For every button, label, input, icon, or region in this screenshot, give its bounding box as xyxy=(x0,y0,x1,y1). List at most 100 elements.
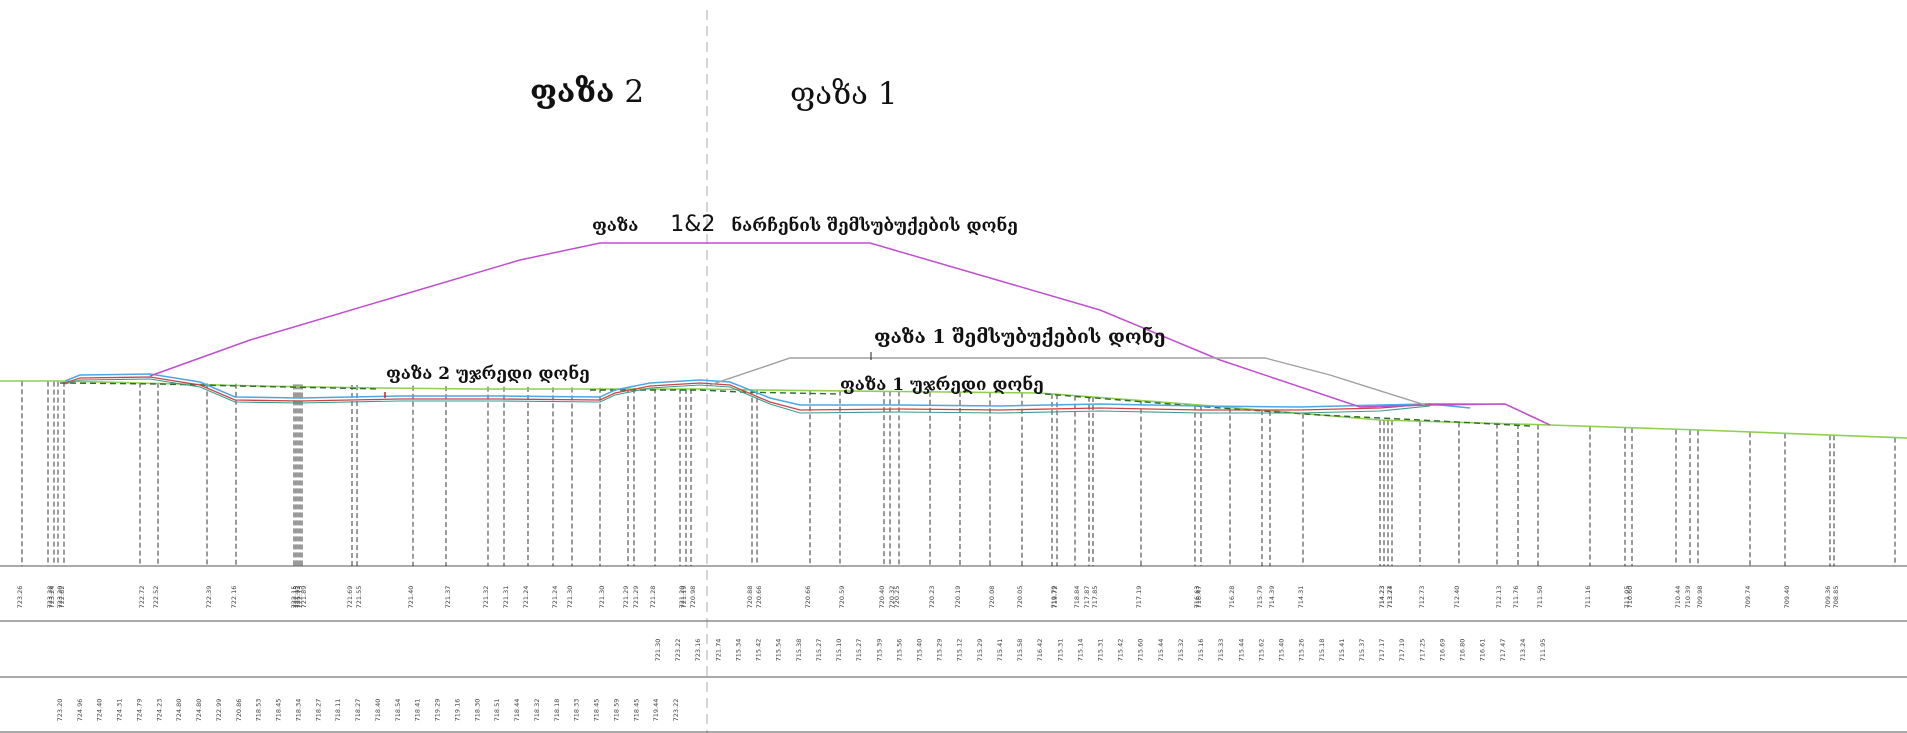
elevation-label: 718.33 xyxy=(573,699,581,722)
elevation-label: 720.66 xyxy=(755,586,763,609)
elevation-label: 716.28 xyxy=(1228,586,1236,609)
elevation-label: 718.53 xyxy=(255,699,263,722)
elevation-label: 709.40 xyxy=(1783,586,1791,609)
red-liner-line xyxy=(64,376,1551,426)
elevation-label: 718.27 xyxy=(314,699,322,722)
elevation-label: 709.74 xyxy=(1744,586,1752,609)
elevation-label: 722.72 xyxy=(138,586,146,609)
elevation-label: 721.24 xyxy=(551,586,559,609)
elevation-label: 715.42 xyxy=(755,639,763,662)
elevation-label: 718.32 xyxy=(533,699,541,722)
elevation-label: 710.60 xyxy=(1626,586,1634,609)
elevation-label: 718.84 xyxy=(1073,586,1081,609)
elevation-label: 721.30 xyxy=(566,586,574,609)
elevation-label: 714.31 xyxy=(1297,586,1305,609)
phase2-title: ფაზა 2 xyxy=(530,74,644,110)
elevation-label: 721.69 xyxy=(346,586,354,609)
elevation-label: 710.44 xyxy=(1674,586,1682,609)
elevation-label: 717.19 xyxy=(1135,586,1143,609)
elevation-label: 709.98 xyxy=(1696,586,1704,609)
elevation-label: 721.32 xyxy=(482,586,490,609)
elevation-label: 721.31 xyxy=(502,586,510,609)
elevation-label: 715.42 xyxy=(1117,639,1125,662)
elevation-label: 723.24 xyxy=(48,586,56,609)
elevation-label: 717.85 xyxy=(1091,586,1099,609)
elevation-label: 724.80 xyxy=(195,699,203,722)
elevation-label: 724.96 xyxy=(76,699,84,722)
elevation-label: 722.16 xyxy=(230,586,238,609)
existing-ground-dashed-3 xyxy=(1044,393,1531,427)
elevation-label: 719.29 xyxy=(434,699,442,722)
elevation-label: 715.38 xyxy=(795,639,803,662)
existing-ground-dashed xyxy=(59,382,381,390)
elevation-label: 715.16 xyxy=(1197,639,1205,662)
elevation-label: 722.39 xyxy=(205,586,213,609)
elevation-label: 718.34 xyxy=(294,699,302,722)
elevation-label: 715.29 xyxy=(936,639,944,662)
elevation-label: 718.18 xyxy=(553,699,561,722)
elevation-label: 721.19 xyxy=(680,586,688,609)
elevation-label: 715.14 xyxy=(1076,639,1084,662)
elevation-label: 719.44 xyxy=(652,699,660,722)
elevation-label: 721.74 xyxy=(714,639,722,662)
elevation-label: 720.66 xyxy=(804,586,812,609)
elevation-label: 718.41 xyxy=(414,699,422,722)
existing-ground-dashed-2 xyxy=(590,389,841,395)
elevation-label: 721.28 xyxy=(649,586,657,609)
elevation-label: 721.30 xyxy=(598,586,606,609)
elevation-label: 716.80 xyxy=(1459,639,1467,662)
elevation-label: 715.26 xyxy=(1298,639,1306,662)
elevation-label: 718.59 xyxy=(612,699,620,722)
elevation-label: 719.72 xyxy=(1051,586,1059,609)
elevation-label: 721.20 xyxy=(678,586,686,609)
elevation-label: 715.44 xyxy=(1237,639,1245,662)
elevation-label: 711.16 xyxy=(1584,586,1592,609)
elevation-label: 713.24 xyxy=(1386,586,1394,609)
elevation-label: 723.20 xyxy=(56,586,64,609)
elevation-label: 720.25 xyxy=(893,586,901,609)
elevation-label: 715.56 xyxy=(895,639,903,662)
phase1-fill-line xyxy=(709,357,1426,406)
elevation-label: 715.41 xyxy=(1338,639,1346,662)
phase2-ground-label: ფაზა 2 უჯრედი დონე xyxy=(386,364,590,384)
elevation-label: 717.17 xyxy=(1378,639,1386,662)
elevation-label: 715.60 xyxy=(1137,639,1145,662)
elevation-label: 723.20 xyxy=(56,699,64,722)
elevation-label: 721.29 xyxy=(632,586,640,609)
phase1-title: ფაზა 1 xyxy=(790,76,898,112)
elevation-label: 715.62 xyxy=(1257,639,1265,662)
elevation-label: 715.40 xyxy=(915,639,923,662)
elevation-label: 722.52 xyxy=(152,586,160,609)
elevation-label: 715.44 xyxy=(1157,639,1165,662)
elevation-label: 716.61 xyxy=(1479,639,1487,662)
elevation-label: 718.45 xyxy=(632,699,640,722)
blue-liner-line xyxy=(64,373,1471,409)
elevation-label: 721.89 xyxy=(300,586,308,609)
phase1-fill-label: ფაზა 1 შემსუბუქების დონე xyxy=(874,326,1166,348)
elevation-label: 722.99 xyxy=(215,699,223,722)
elevation-label: 721.40 xyxy=(407,586,415,609)
elevation-label: 717.87 xyxy=(1083,586,1091,609)
phase12-fill-line xyxy=(149,242,1551,426)
elevation-label: 722.82 xyxy=(58,586,66,609)
elevation-label: 721.92 xyxy=(294,586,302,609)
elevation-label: 719.79 xyxy=(1050,586,1058,609)
elevation-label: 716.42 xyxy=(1036,639,1044,662)
elevation-label: 714.23 xyxy=(1378,586,1386,609)
elevation-label: 724.79 xyxy=(135,699,143,722)
elevation-label: 717.47 xyxy=(1499,639,1507,662)
phase12-num: 1&2 xyxy=(670,212,716,237)
elevation-label: 722.13 xyxy=(296,586,304,609)
elevation-label: 723.28 xyxy=(46,586,54,609)
elevation-label: 716.69 xyxy=(1438,639,1446,662)
elevation-label: 720.88 xyxy=(746,586,754,609)
elevation-label: 721.55 xyxy=(355,586,363,609)
elevation-label: 720.05 xyxy=(1016,586,1024,609)
elevation-label: 717.25 xyxy=(1418,639,1426,662)
phase12-rest: ნარჩენის შემსუბუქების დონე xyxy=(731,216,1018,236)
elevation-label: 715.33 xyxy=(1217,639,1225,662)
elevation-label: 712.13 xyxy=(1495,586,1503,609)
elevation-label: 718.44 xyxy=(513,699,521,722)
elevation-label: 723.22 xyxy=(672,699,680,722)
